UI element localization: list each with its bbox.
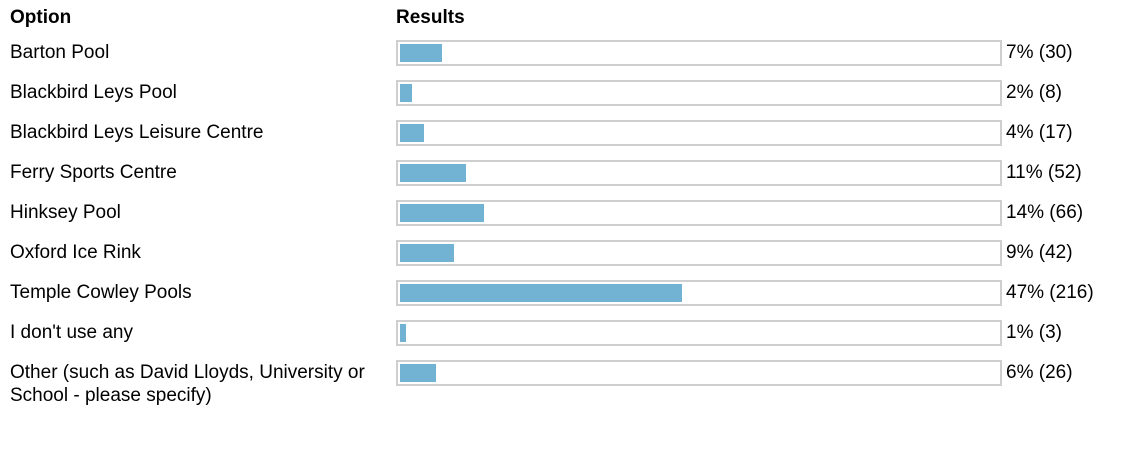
- bar-track: [396, 40, 1002, 66]
- bar: [400, 324, 406, 342]
- bar: [400, 124, 424, 142]
- result-label: 14% (66): [1006, 202, 1084, 223]
- bar-track: [396, 320, 1002, 346]
- option-label: Barton Pool: [10, 42, 110, 63]
- bar: [400, 364, 436, 382]
- result-label: 11% (52): [1006, 162, 1082, 183]
- bar-track: [396, 120, 1002, 146]
- bar-track: [396, 240, 1002, 266]
- bar: [400, 44, 442, 62]
- option-label: Other (such as David Lloyds, University …: [10, 362, 365, 406]
- option-label: Oxford Ice Rink: [10, 242, 141, 263]
- result-label: 9% (42): [1006, 242, 1073, 263]
- option-label: Temple Cowley Pools: [10, 282, 192, 303]
- bar: [400, 164, 466, 182]
- option-header: Option: [10, 7, 72, 28]
- result-label: 6% (26): [1006, 362, 1073, 383]
- bar-track: [396, 80, 1002, 106]
- result-label: 7% (30): [1006, 42, 1073, 63]
- bar: [400, 204, 484, 222]
- option-label: I don't use any: [10, 322, 133, 343]
- bar-track: [396, 160, 1002, 186]
- option-label: Blackbird Leys Leisure Centre: [10, 122, 264, 143]
- option-label: Hinksey Pool: [10, 202, 121, 223]
- result-label: 1% (3): [1006, 322, 1062, 343]
- bar-track: [396, 360, 1002, 386]
- bar-track: [396, 280, 1002, 306]
- option-label: Ferry Sports Centre: [10, 162, 177, 183]
- bar-track: [396, 200, 1002, 226]
- result-label: 2% (8): [1006, 82, 1062, 103]
- bar: [400, 284, 682, 302]
- results-header: Results: [396, 7, 465, 28]
- result-label: 47% (216): [1006, 282, 1094, 303]
- option-label: Blackbird Leys Pool: [10, 82, 177, 103]
- result-label: 4% (17): [1006, 122, 1073, 143]
- bar: [400, 84, 412, 102]
- bar: [400, 244, 454, 262]
